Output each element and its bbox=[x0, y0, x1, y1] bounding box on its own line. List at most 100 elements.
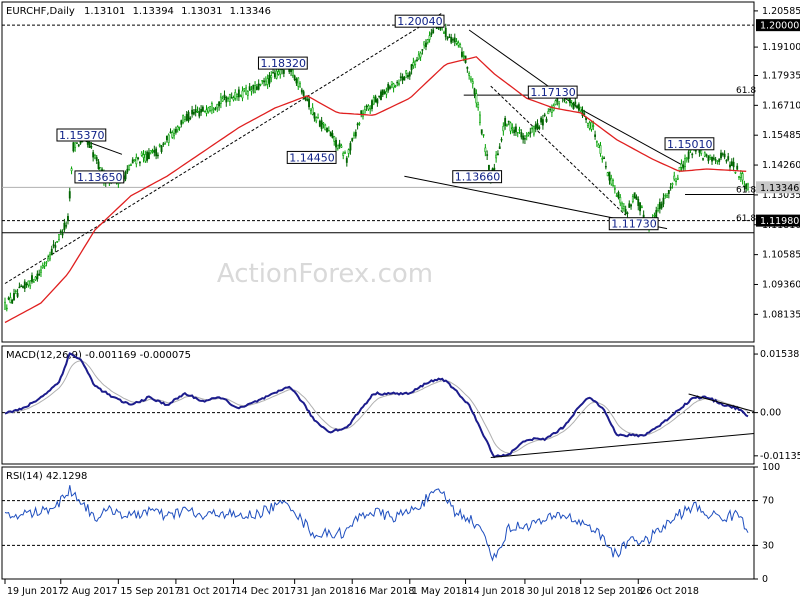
candle-body bbox=[189, 117, 192, 120]
rsi-line bbox=[4, 485, 749, 562]
candle-body bbox=[248, 86, 251, 90]
candle-body bbox=[417, 54, 420, 60]
candle-body bbox=[461, 51, 463, 57]
candle-body bbox=[662, 197, 665, 205]
candle-body bbox=[514, 126, 517, 133]
candle-body bbox=[628, 203, 631, 208]
price-y-tick-label: 1.15485 bbox=[762, 130, 800, 141]
candle-body bbox=[36, 273, 39, 280]
candle-body bbox=[324, 124, 327, 131]
candle-body bbox=[630, 204, 632, 207]
candle-body bbox=[218, 101, 221, 107]
candle-body bbox=[61, 233, 64, 236]
candle-body bbox=[378, 95, 381, 98]
candle-body bbox=[29, 280, 32, 287]
candle-body bbox=[327, 130, 330, 132]
candle-body bbox=[736, 165, 739, 170]
watermark: ActionForex.com bbox=[217, 259, 433, 289]
candle-body bbox=[540, 117, 543, 123]
candle-body bbox=[401, 76, 404, 81]
candle-body bbox=[660, 203, 663, 209]
x-tick-label: 19 Jun 2017 bbox=[7, 586, 64, 597]
candle-body bbox=[520, 132, 523, 138]
candle-body bbox=[682, 164, 685, 169]
candle-body bbox=[574, 101, 577, 105]
x-tick-label: 26 Oct 2018 bbox=[640, 586, 699, 597]
candle-body bbox=[658, 202, 661, 210]
candle-body bbox=[4, 301, 6, 310]
candle-body bbox=[471, 81, 474, 84]
candle-body bbox=[88, 142, 91, 149]
candle-body bbox=[169, 131, 172, 133]
price-annotation-box bbox=[394, 14, 445, 28]
candle-body bbox=[203, 110, 206, 113]
candle-body bbox=[174, 129, 177, 133]
macd-y-tick-label: 0.015385 bbox=[760, 349, 800, 360]
fib-ratio-label: 61.8 bbox=[736, 186, 756, 196]
candle-body bbox=[176, 126, 179, 131]
candle-body bbox=[333, 136, 336, 142]
candle-body bbox=[477, 104, 480, 108]
rsi-y-tick-label: 30 bbox=[762, 540, 774, 551]
candle-body bbox=[529, 131, 532, 134]
candle-body bbox=[70, 168, 73, 172]
candle-body bbox=[597, 144, 600, 148]
candle-body bbox=[536, 123, 539, 130]
candle-body bbox=[151, 150, 154, 152]
candle-body bbox=[579, 106, 582, 112]
candle-body bbox=[173, 133, 176, 136]
candle-body bbox=[581, 109, 584, 116]
candle-body bbox=[532, 126, 535, 135]
candle-body bbox=[266, 78, 269, 85]
candle-body bbox=[408, 72, 411, 77]
candle-body bbox=[495, 154, 498, 159]
candle-body bbox=[209, 106, 212, 111]
candle-body bbox=[428, 35, 431, 40]
candle-body bbox=[299, 83, 301, 88]
candle-body bbox=[358, 122, 361, 125]
candle-body bbox=[563, 99, 566, 101]
candle-body bbox=[747, 183, 749, 191]
price-annotation-box bbox=[56, 128, 107, 142]
candle-body bbox=[335, 139, 337, 148]
candle-body bbox=[309, 108, 312, 111]
x-tick-label: 31 Oct 2017 bbox=[178, 586, 237, 597]
candle-body bbox=[615, 195, 618, 197]
candle-body bbox=[236, 94, 239, 97]
candle-body bbox=[349, 143, 352, 151]
x-tick-label: 14 Dec 2017 bbox=[235, 586, 296, 597]
candle-body bbox=[374, 96, 377, 103]
price-level-tag bbox=[756, 181, 800, 194]
candle-body bbox=[394, 85, 397, 88]
candle-body bbox=[223, 94, 226, 98]
candle-body bbox=[416, 59, 418, 62]
candle-body bbox=[576, 105, 579, 109]
price-y-tick-label: 1.10585 bbox=[762, 250, 800, 261]
candle-body bbox=[547, 111, 550, 115]
candle-body bbox=[729, 164, 731, 168]
macd-support-trendline bbox=[490, 433, 755, 459]
candle-body bbox=[666, 194, 668, 198]
candle-body bbox=[500, 139, 503, 141]
candle-body bbox=[667, 189, 670, 194]
macd-resistance-trendline bbox=[688, 393, 755, 412]
candle-body bbox=[331, 133, 334, 138]
candle-body bbox=[497, 153, 499, 156]
candle-body bbox=[741, 173, 744, 181]
candle-body bbox=[606, 172, 609, 177]
candle-body bbox=[291, 69, 294, 76]
candle-body bbox=[300, 89, 303, 93]
candle-body bbox=[97, 161, 100, 170]
candle-body bbox=[306, 98, 309, 101]
candle-body bbox=[392, 83, 395, 89]
price-level-tag-label: 1.20000 bbox=[760, 21, 799, 32]
candle-body bbox=[572, 103, 575, 110]
candle-body bbox=[745, 183, 748, 189]
candle-body bbox=[5, 307, 8, 310]
candle-body bbox=[210, 103, 213, 111]
candle-body bbox=[482, 134, 485, 136]
candle-body bbox=[234, 92, 237, 99]
candle-body bbox=[608, 171, 611, 181]
price-annotation-box bbox=[527, 85, 578, 99]
